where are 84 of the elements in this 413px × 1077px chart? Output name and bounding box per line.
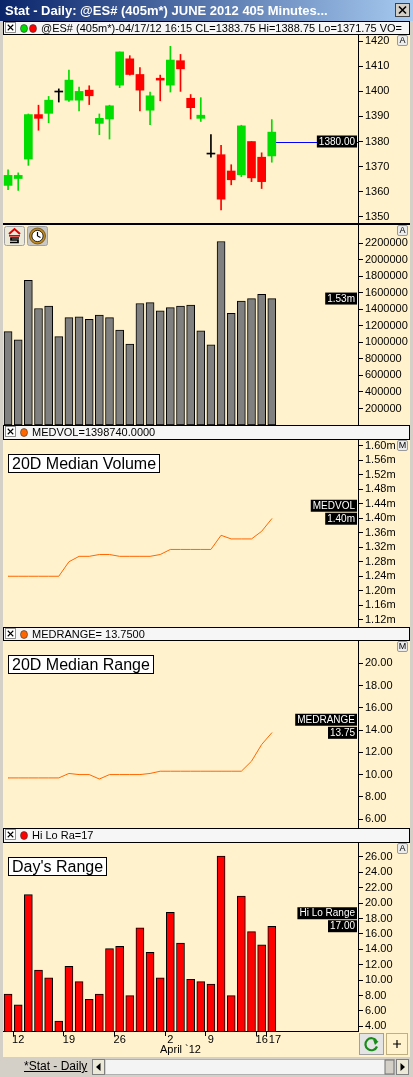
y-tick-label: 20.00 <box>365 896 393 909</box>
text: 20D Median Volume <box>8 454 161 473</box>
annotation: 13.75 <box>329 727 356 739</box>
text: A <box>397 225 408 236</box>
y-tick-label: 1.56m <box>365 453 396 466</box>
y-tick-label: 4.00 <box>365 1019 387 1032</box>
text: MEDRANGE <box>297 714 356 726</box>
text: *Stat - Daily <box>24 1059 88 1073</box>
y-tick-label: 1400000 <box>365 302 408 315</box>
y-tick-label: 26.00 <box>365 849 393 862</box>
text: A <box>397 843 408 854</box>
y-tick-label: 1.52m <box>365 467 396 480</box>
x-tick-label: 9 <box>207 1032 214 1045</box>
y-tick-label: 1.40m <box>365 511 396 524</box>
ref-line-label: 1380.00 <box>318 135 356 147</box>
y-tick-label: 1420 <box>365 34 390 47</box>
y-tick-label: 16.00 <box>365 700 393 713</box>
text: 20D Median Range <box>8 655 154 674</box>
y-tick-label: 2000000 <box>365 252 408 265</box>
y-tick-label: 1.28m <box>365 554 396 567</box>
y-tick-label: 1400 <box>365 84 390 97</box>
text: MEDVOL <box>312 499 356 511</box>
y-tick-label: 200000 <box>365 401 402 414</box>
x-tick-label: 17 <box>268 1032 282 1045</box>
candlestick <box>13 172 23 191</box>
text: Day's Range <box>8 857 108 876</box>
y-tick-label: 18.00 <box>365 678 393 691</box>
y-tick-label: 1.36m <box>365 525 396 538</box>
chart-subtitle: MEDRANGE= 13.7500 <box>32 628 145 640</box>
y-tick-label: 8.00 <box>365 789 387 802</box>
y-tick-label: 22.00 <box>365 880 393 893</box>
x-tick-label: 16 <box>255 1032 268 1045</box>
y-tick-label: 6.00 <box>365 812 387 825</box>
chart-subtitle: Hi Lo Ra=17 <box>32 829 94 841</box>
x-tick-label: 12 <box>12 1032 25 1045</box>
candlestick <box>196 97 206 122</box>
y-tick-label: 1.16m <box>365 598 396 611</box>
x-tick-label: 19 <box>62 1032 76 1045</box>
y-tick-label: 1.32m <box>365 540 396 553</box>
y-tick-label: 24.00 <box>365 865 393 878</box>
y-tick-label: 1000000 <box>365 335 408 348</box>
y-tick-label: 1600000 <box>365 285 408 298</box>
y-tick-label: 16.00 <box>365 926 393 939</box>
y-tick-label: 600000 <box>365 368 402 381</box>
y-tick-label: 18.00 <box>365 911 393 924</box>
annotation: 17.00 <box>329 920 356 932</box>
text: A <box>397 35 408 46</box>
y-tick-label: 1380 <box>365 134 390 147</box>
y-tick-label: 14.00 <box>365 942 393 955</box>
y-tick-label: 1.24m <box>365 569 396 582</box>
y-tick-label: 400000 <box>365 384 402 397</box>
y-tick-label: 20.00 <box>365 656 393 669</box>
y-tick-label: 1.48m <box>365 482 396 495</box>
y-tick-label: 1390 <box>365 109 390 122</box>
text: M <box>397 641 408 652</box>
y-tick-label: 14.00 <box>365 723 393 736</box>
annotation: 1.53m <box>327 292 355 304</box>
chart-title: Stat - Daily: @ES# (405m*) JUNE 2012 405 Minutes... <box>5 3 328 18</box>
y-tick-label: 1200000 <box>365 318 408 331</box>
y-tick-label: 10.00 <box>365 767 393 780</box>
y-tick-label: 8.00 <box>365 988 387 1001</box>
y-tick-label: 1370 <box>365 159 390 172</box>
y-tick-label: 12.00 <box>365 745 393 758</box>
x-axis-title: April `12 <box>160 1042 201 1055</box>
y-tick-label: 1.60m <box>365 438 396 451</box>
y-tick-label: 1410 <box>365 59 390 72</box>
y-tick-label: 10.00 <box>365 973 393 986</box>
y-tick-label: 1360 <box>365 184 390 197</box>
x-tick-label: 26 <box>113 1032 126 1045</box>
chart-subtitle: @ES# (405m*)-04/17/12 16:15 CL=1383.75 Hi=1388.75 Lo=1371.75 VO= <box>41 22 402 34</box>
text: Hi Lo Range <box>299 907 356 919</box>
y-tick-label: 2200000 <box>365 236 408 249</box>
y-tick-label: 1.20m <box>365 583 396 596</box>
y-tick-label: 1.44m <box>365 496 396 509</box>
text: M <box>397 440 408 451</box>
y-tick-label: 800000 <box>365 351 402 364</box>
y-tick-label: 1.12m <box>365 612 396 625</box>
chart-subtitle: MEDVOL=1398740.0000 <box>32 426 156 438</box>
y-tick-label: 12.00 <box>365 957 393 970</box>
y-tick-label: 1800000 <box>365 269 408 282</box>
y-tick-label: 6.00 <box>365 1004 387 1016</box>
y-tick-label: 1350 <box>365 209 390 222</box>
annotation: 1.40m <box>327 512 355 524</box>
x-tick-label: 2 <box>167 1032 174 1045</box>
